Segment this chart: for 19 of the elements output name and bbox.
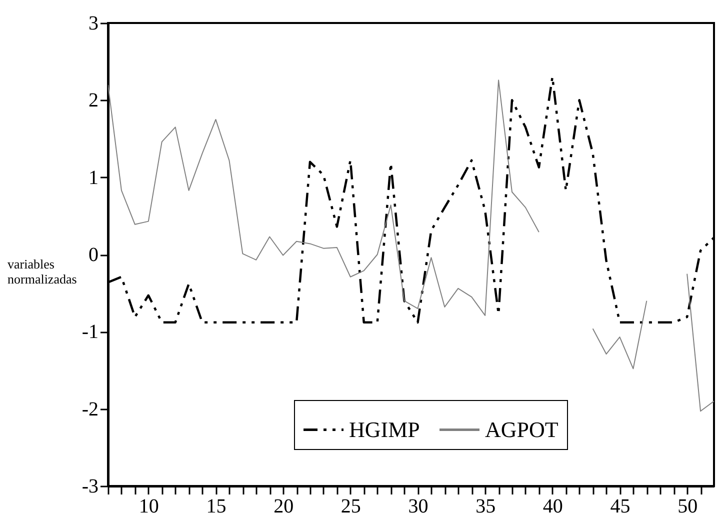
legend-label: AGPOT [485,416,559,442]
y-tick-label: 1 [88,166,98,189]
y-tick-label: -2 [82,398,98,420]
x-tick-label: 25 [340,496,361,518]
legend-label: HGIMP [349,416,420,442]
y-tick-label: 3 [88,12,98,34]
x-tick-label: 20 [274,496,294,518]
y-axis-title: variables normalizadas [8,256,77,286]
y-tick-label: 0 [88,244,98,266]
x-tick-label: 10 [138,496,159,518]
x-tick-label: 15 [206,496,226,518]
x-tick-label: 40 [542,496,563,518]
x-tick-label: 30 [408,496,428,518]
x-tick-label: 45 [610,496,630,518]
y-tick-label: -1 [82,321,98,344]
x-tick-label: 50 [678,496,698,518]
y-tick-label: 2 [88,90,98,112]
y-tick-label: -3 [82,476,98,498]
x-tick-label: 35 [476,496,496,518]
